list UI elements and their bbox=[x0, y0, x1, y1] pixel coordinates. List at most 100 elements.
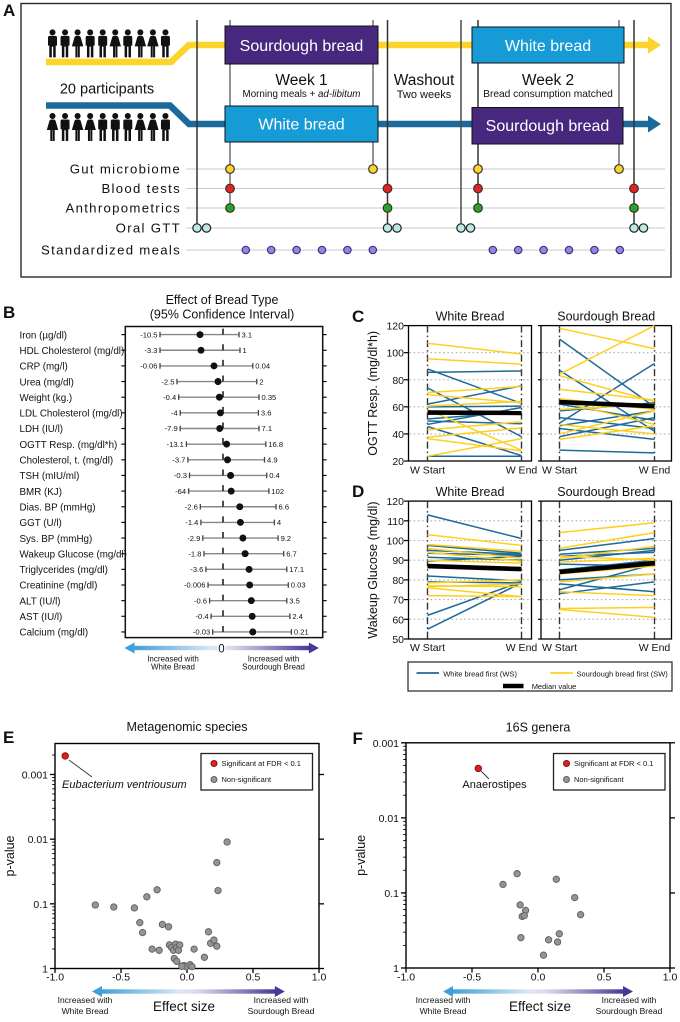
svg-text:-0.4: -0.4 bbox=[163, 393, 176, 402]
svg-text:90: 90 bbox=[392, 555, 404, 567]
svg-text:(95% Confidence Interval): (95% Confidence Interval) bbox=[150, 308, 295, 322]
svg-text:-0.4: -0.4 bbox=[196, 612, 209, 621]
svg-text:20 participants: 20 participants bbox=[60, 82, 154, 98]
svg-text:-1.8: -1.8 bbox=[188, 549, 201, 558]
svg-text:2: 2 bbox=[259, 377, 263, 386]
svg-text:-0.03: -0.03 bbox=[193, 628, 210, 637]
svg-text:W Start: W Start bbox=[410, 465, 445, 477]
svg-text:80: 80 bbox=[392, 575, 404, 587]
svg-text:3.5: 3.5 bbox=[289, 596, 300, 605]
svg-text:OGTT Resp. (mg/dl*h): OGTT Resp. (mg/dl*h) bbox=[366, 331, 380, 456]
svg-text:1.0: 1.0 bbox=[312, 972, 327, 984]
svg-text:-0.006: -0.006 bbox=[184, 581, 206, 590]
svg-text:-1.0: -1.0 bbox=[397, 972, 415, 984]
svg-text:Bread consumption matched: Bread consumption matched bbox=[483, 89, 613, 100]
svg-text:E: E bbox=[3, 728, 14, 747]
svg-text:3.6: 3.6 bbox=[261, 409, 272, 418]
svg-text:1.0: 1.0 bbox=[663, 972, 678, 984]
svg-text:100: 100 bbox=[386, 348, 404, 360]
svg-text:Effect size: Effect size bbox=[153, 999, 215, 1014]
svg-text:-1.4: -1.4 bbox=[185, 518, 198, 527]
svg-text:ALT (IU/l): ALT (IU/l) bbox=[20, 596, 61, 607]
svg-text:Cholesterol, t. (mg/dl): Cholesterol, t. (mg/dl) bbox=[20, 456, 114, 467]
svg-text:Increased with: Increased with bbox=[254, 995, 309, 1005]
svg-text:Non-significant: Non-significant bbox=[222, 775, 273, 784]
svg-text:1: 1 bbox=[243, 346, 247, 355]
svg-text:LDH (IU/l): LDH (IU/l) bbox=[20, 424, 64, 435]
svg-text:3.1: 3.1 bbox=[242, 330, 253, 339]
svg-text:Oral GTT: Oral GTT bbox=[116, 221, 181, 236]
svg-text:White Bread: White Bread bbox=[62, 1006, 109, 1016]
svg-text:HDL Cholesterol (mg/dl): HDL Cholesterol (mg/dl) bbox=[20, 346, 125, 357]
svg-text:-7.9: -7.9 bbox=[165, 424, 178, 433]
svg-text:F: F bbox=[353, 729, 363, 748]
svg-text:0.4: 0.4 bbox=[269, 471, 280, 480]
svg-text:Iron (µg/dl): Iron (µg/dl) bbox=[20, 330, 68, 341]
svg-text:-0.5: -0.5 bbox=[463, 972, 481, 984]
svg-text:6.7: 6.7 bbox=[286, 549, 297, 558]
svg-text:W Start: W Start bbox=[410, 642, 445, 654]
svg-text:-3.6: -3.6 bbox=[190, 565, 203, 574]
svg-text:Sourdough bread: Sourdough bread bbox=[240, 38, 364, 55]
svg-text:Sys. BP (mmHg): Sys. BP (mmHg) bbox=[20, 534, 93, 545]
svg-text:-0.6: -0.6 bbox=[194, 596, 207, 605]
svg-text:60: 60 bbox=[392, 614, 404, 626]
svg-text:70: 70 bbox=[392, 595, 404, 607]
svg-text:Triglycerides (mg/dl): Triglycerides (mg/dl) bbox=[20, 565, 108, 576]
svg-text:Dias. BP (mmHg): Dias. BP (mmHg) bbox=[20, 502, 96, 513]
svg-text:16.8: 16.8 bbox=[268, 440, 283, 449]
svg-text:6.6: 6.6 bbox=[279, 502, 290, 511]
svg-text:0.0: 0.0 bbox=[180, 972, 195, 984]
svg-text:60: 60 bbox=[392, 402, 404, 414]
svg-text:p-value: p-value bbox=[354, 835, 368, 876]
svg-text:Significant at FDR < 0.1: Significant at FDR < 0.1 bbox=[222, 759, 301, 768]
svg-text:4: 4 bbox=[277, 518, 281, 527]
svg-text:GGT (U/l): GGT (U/l) bbox=[20, 518, 62, 529]
svg-text:0.0: 0.0 bbox=[531, 972, 546, 984]
svg-text:-2.6: -2.6 bbox=[185, 502, 198, 511]
svg-text:Morning meals + ad-libitum: Morning meals + ad-libitum bbox=[243, 89, 361, 100]
svg-text:100: 100 bbox=[386, 536, 404, 548]
svg-text:2.4: 2.4 bbox=[292, 612, 303, 621]
svg-text:Increased with: Increased with bbox=[602, 995, 657, 1005]
svg-text:-0.3: -0.3 bbox=[174, 471, 187, 480]
svg-text:0.001: 0.001 bbox=[373, 738, 399, 750]
svg-text:Week 2: Week 2 bbox=[522, 72, 574, 89]
svg-text:Anthropometrics: Anthropometrics bbox=[65, 201, 181, 216]
svg-text:Sourdough bread first (SW): Sourdough bread first (SW) bbox=[577, 670, 669, 679]
svg-text:Metagenomic species: Metagenomic species bbox=[127, 720, 248, 734]
svg-text:W End: W End bbox=[639, 465, 671, 477]
svg-text:W Start: W Start bbox=[542, 642, 577, 654]
svg-text:0.04: 0.04 bbox=[255, 362, 270, 371]
svg-text:Blood tests: Blood tests bbox=[101, 181, 181, 196]
svg-text:4.9: 4.9 bbox=[267, 456, 278, 465]
svg-text:Sourdough Bread: Sourdough Bread bbox=[248, 1006, 315, 1016]
svg-text:Gut microbiome: Gut microbiome bbox=[70, 162, 181, 177]
svg-text:-10.5: -10.5 bbox=[140, 330, 157, 339]
svg-text:Wakeup Glucose (mg/dl): Wakeup Glucose (mg/dl) bbox=[366, 502, 380, 639]
svg-text:Sourdough Bread: Sourdough Bread bbox=[557, 485, 655, 499]
svg-text:C: C bbox=[352, 307, 364, 326]
svg-text:0.03: 0.03 bbox=[291, 581, 306, 590]
svg-text:BMR (KJ): BMR (KJ) bbox=[20, 487, 62, 498]
svg-text:102: 102 bbox=[271, 487, 284, 496]
svg-text:1: 1 bbox=[393, 963, 399, 975]
svg-text:Washout: Washout bbox=[394, 72, 455, 89]
svg-text:Non-significant: Non-significant bbox=[574, 775, 625, 784]
svg-text:0.1: 0.1 bbox=[33, 899, 48, 911]
svg-text:TSH (mIU/ml): TSH (mIU/ml) bbox=[20, 471, 80, 482]
svg-text:White bread first (WS): White bread first (WS) bbox=[443, 670, 517, 679]
svg-text:CRP (mg/l): CRP (mg/l) bbox=[20, 362, 68, 373]
svg-text:-13.1: -13.1 bbox=[167, 440, 184, 449]
svg-text:0.21: 0.21 bbox=[294, 628, 309, 637]
svg-text:-4: -4 bbox=[171, 409, 178, 418]
svg-text:Increased with: Increased with bbox=[147, 655, 199, 664]
svg-text:-3.7: -3.7 bbox=[172, 456, 185, 465]
svg-text:Standardized meals: Standardized meals bbox=[41, 243, 181, 258]
svg-text:Increased with: Increased with bbox=[58, 995, 113, 1005]
svg-text:Significant at FDR < 0.1: Significant at FDR < 0.1 bbox=[574, 759, 653, 768]
svg-text:0.1: 0.1 bbox=[384, 888, 399, 900]
svg-text:White bread: White bread bbox=[505, 38, 591, 55]
svg-text:Eubacterium ventriousum: Eubacterium ventriousum bbox=[62, 779, 187, 791]
svg-text:0.01: 0.01 bbox=[379, 813, 400, 825]
